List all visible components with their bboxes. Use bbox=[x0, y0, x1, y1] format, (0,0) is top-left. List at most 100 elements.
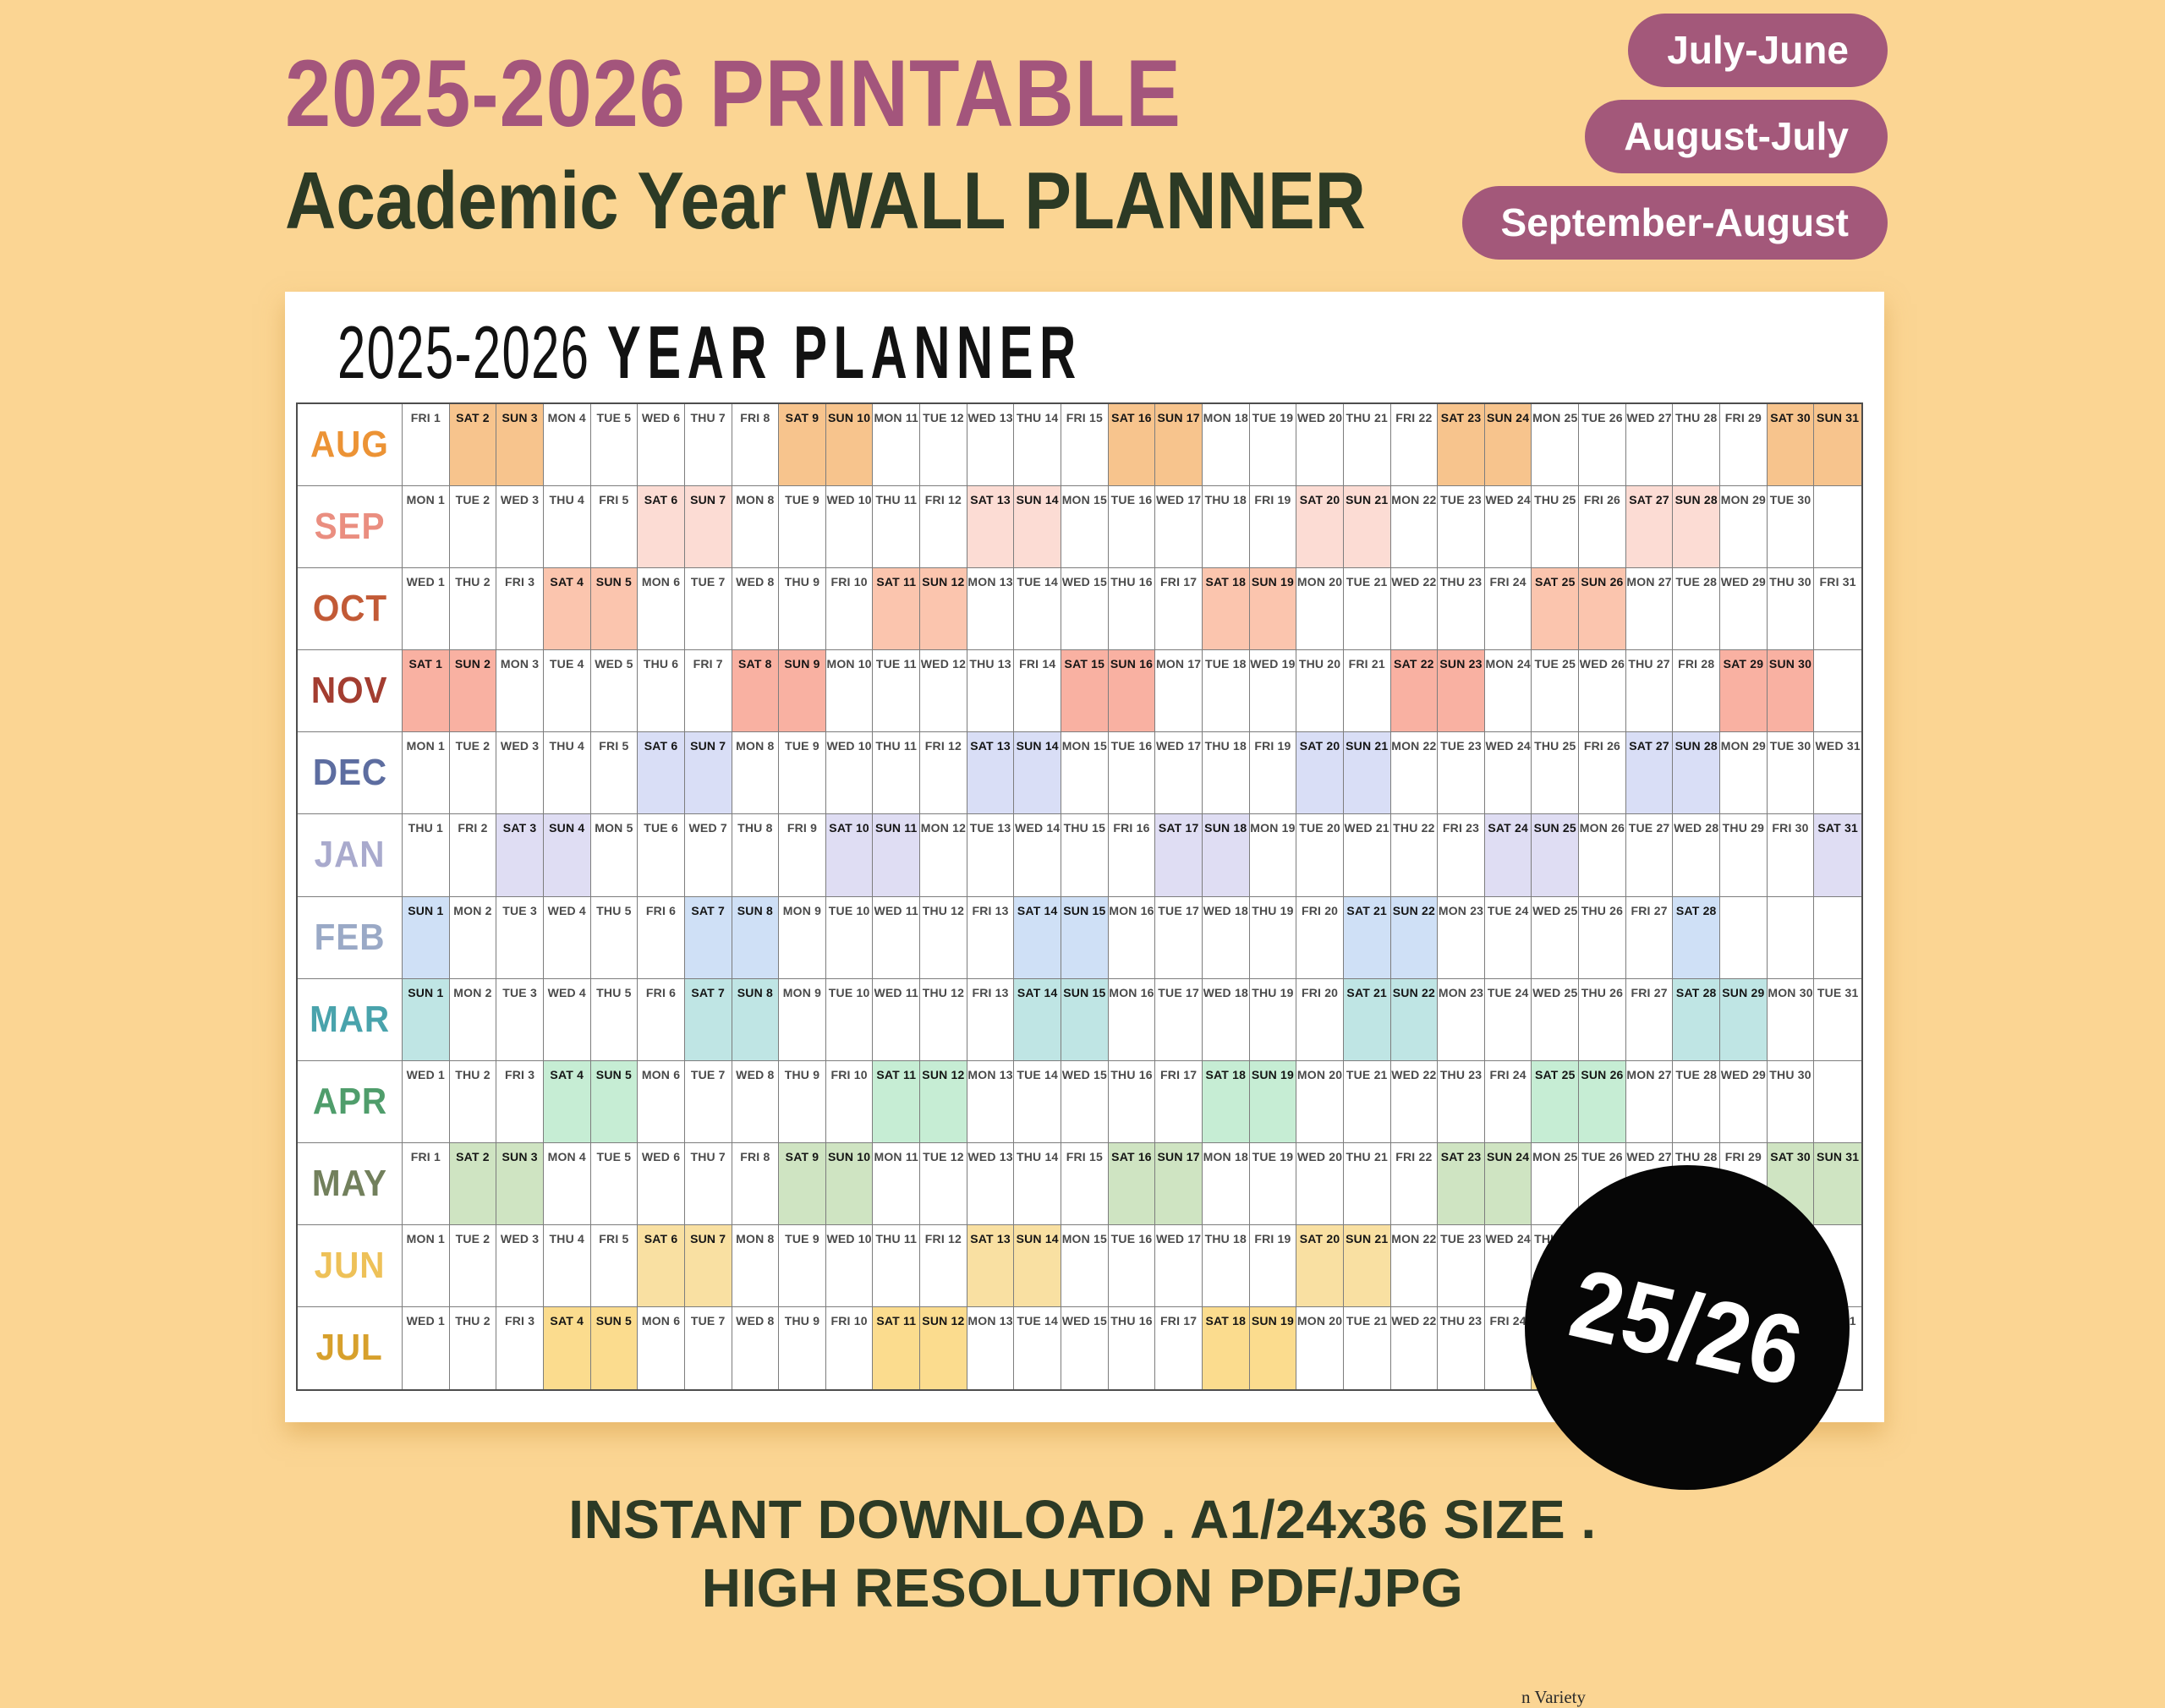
day-cell: FRI 24 bbox=[1484, 568, 1532, 651]
empty-day-cell bbox=[1720, 896, 1768, 979]
day-cell: WED 10 bbox=[825, 1224, 874, 1307]
day-cell: TUE 10 bbox=[825, 896, 874, 979]
day-cell: SAT 4 bbox=[543, 1306, 591, 1389]
day-cell: FRI 22 bbox=[1390, 1142, 1439, 1225]
day-cell: FRI 16 bbox=[1108, 814, 1156, 897]
day-cell: TUE 26 bbox=[1579, 404, 1626, 487]
day-cell: THU 14 bbox=[1014, 404, 1062, 487]
period-options: July-June August-July September-August bbox=[1461, 14, 1888, 260]
day-cell: FRI 3 bbox=[496, 1306, 544, 1389]
day-cell: WED 24 bbox=[1484, 732, 1532, 815]
day-cell: FRI 24 bbox=[1484, 1060, 1532, 1143]
day-cell: MON 18 bbox=[1202, 1142, 1250, 1225]
day-cell: TUE 3 bbox=[496, 896, 544, 979]
day-cell: WED 20 bbox=[1296, 404, 1344, 487]
day-cell: MON 11 bbox=[873, 1142, 921, 1225]
day-cell: SAT 28 bbox=[1673, 896, 1721, 979]
day-cell: TUE 14 bbox=[1014, 1060, 1062, 1143]
day-cell: SUN 8 bbox=[732, 978, 780, 1061]
day-cell: MON 29 bbox=[1720, 732, 1768, 815]
day-cell: MON 2 bbox=[449, 978, 497, 1061]
day-cell: FRI 20 bbox=[1296, 896, 1344, 979]
day-cell: SAT 28 bbox=[1673, 978, 1721, 1061]
day-cell: SAT 11 bbox=[873, 1306, 921, 1389]
day-cell: TUE 4 bbox=[543, 650, 591, 733]
day-cell: THU 12 bbox=[920, 896, 967, 979]
day-cell: MON 6 bbox=[638, 1306, 685, 1389]
day-cell: TUE 18 bbox=[1202, 650, 1250, 733]
day-cell: TUE 30 bbox=[1767, 732, 1815, 815]
day-cell: TUE 16 bbox=[1108, 1224, 1156, 1307]
day-cell: MON 5 bbox=[590, 814, 639, 897]
day-cell: SUN 29 bbox=[1720, 978, 1768, 1061]
day-cell: SUN 5 bbox=[590, 568, 639, 651]
day-cell: SUN 7 bbox=[684, 486, 732, 569]
day-cell: WED 3 bbox=[496, 732, 544, 815]
day-cell: TUE 16 bbox=[1108, 732, 1156, 815]
day-cell: MON 22 bbox=[1390, 732, 1439, 815]
day-cell: TUE 20 bbox=[1296, 814, 1344, 897]
day-cell: WED 6 bbox=[638, 1142, 685, 1225]
day-cell: WED 13 bbox=[967, 1142, 1015, 1225]
day-cell: FRI 13 bbox=[967, 978, 1015, 1061]
day-cell: THU 23 bbox=[1438, 1060, 1485, 1143]
day-cell: SAT 2 bbox=[449, 404, 497, 487]
day-cell: MON 13 bbox=[967, 1306, 1015, 1389]
period-pill: September-August bbox=[1461, 185, 1888, 260]
day-cell: WED 19 bbox=[1249, 650, 1297, 733]
day-cell: SUN 1 bbox=[403, 978, 450, 1061]
day-cell: SUN 5 bbox=[590, 1306, 639, 1389]
day-cell: SUN 14 bbox=[1014, 732, 1062, 815]
day-cell: SUN 17 bbox=[1155, 1142, 1203, 1225]
day-cell: TUE 12 bbox=[920, 404, 967, 487]
day-cell: MON 19 bbox=[1249, 814, 1297, 897]
day-cell: SUN 7 bbox=[684, 1224, 732, 1307]
day-cell: TUE 2 bbox=[449, 486, 497, 569]
day-cell: THU 19 bbox=[1249, 978, 1297, 1061]
day-cell: FRI 12 bbox=[920, 1224, 967, 1307]
day-cell: TUE 9 bbox=[779, 486, 826, 569]
day-cell: FRI 19 bbox=[1249, 486, 1297, 569]
day-cell: WED 20 bbox=[1296, 1142, 1344, 1225]
day-cell: WED 14 bbox=[1014, 814, 1062, 897]
day-cell: SUN 15 bbox=[1061, 896, 1109, 979]
caption-line-1: INSTANT DOWNLOAD . A1/24x36 SIZE . bbox=[568, 1489, 1597, 1550]
day-cell: SUN 11 bbox=[873, 814, 921, 897]
day-cell: FRI 22 bbox=[1390, 404, 1439, 487]
day-cell: WED 15 bbox=[1061, 568, 1109, 651]
planner-title-year: 2025-2026 bbox=[337, 310, 590, 394]
day-cell: WED 31 bbox=[1814, 732, 1861, 815]
day-cell: MON 1 bbox=[403, 732, 450, 815]
day-cell: SAT 14 bbox=[1014, 978, 1062, 1061]
day-cell: FRI 15 bbox=[1061, 404, 1109, 487]
day-cell: WED 12 bbox=[920, 650, 967, 733]
day-cell: SAT 20 bbox=[1296, 732, 1344, 815]
day-cell: THU 11 bbox=[873, 1224, 921, 1307]
day-cell: MON 20 bbox=[1296, 1306, 1344, 1389]
day-cell: FRI 27 bbox=[1625, 896, 1674, 979]
day-cell: THU 7 bbox=[684, 1142, 732, 1225]
day-cell: THU 21 bbox=[1343, 1142, 1391, 1225]
day-cell: MON 20 bbox=[1296, 568, 1344, 651]
day-cell: MON 6 bbox=[638, 568, 685, 651]
day-cell: THU 21 bbox=[1343, 404, 1391, 487]
day-cell: MON 22 bbox=[1390, 486, 1439, 569]
day-cell: FRI 7 bbox=[684, 650, 732, 733]
day-cell: SAT 22 bbox=[1390, 650, 1439, 733]
day-cell: FRI 14 bbox=[1014, 650, 1062, 733]
day-cell: TUE 14 bbox=[1014, 1306, 1062, 1389]
page-subtitle: Academic Year WALL PLANNER bbox=[285, 156, 1366, 246]
month-label: OCT bbox=[298, 568, 403, 651]
day-cell: SAT 15 bbox=[1061, 650, 1109, 733]
day-cell: SUN 10 bbox=[825, 1142, 874, 1225]
day-cell: WED 22 bbox=[1390, 568, 1439, 651]
day-cell: MON 15 bbox=[1061, 486, 1109, 569]
day-cell: MON 11 bbox=[873, 404, 921, 487]
empty-day-cell bbox=[1814, 486, 1861, 569]
day-cell: SUN 2 bbox=[449, 650, 497, 733]
day-cell: SAT 9 bbox=[779, 404, 826, 487]
day-cell: TUE 16 bbox=[1108, 486, 1156, 569]
day-cell: SAT 18 bbox=[1202, 1306, 1250, 1389]
day-cell: SAT 7 bbox=[684, 896, 732, 979]
day-cell: WED 3 bbox=[496, 1224, 544, 1307]
